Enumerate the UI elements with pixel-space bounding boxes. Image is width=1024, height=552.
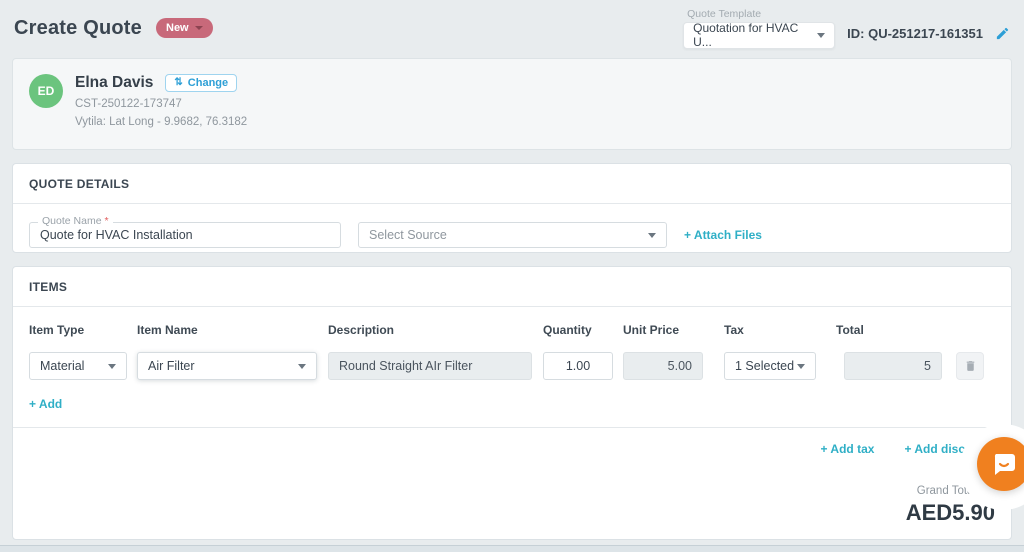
quote-template-label: Quote Template bbox=[687, 7, 762, 20]
create-quote-page: Create Quote New Quote Template Quotatio… bbox=[12, 0, 1012, 540]
change-button-label: Change bbox=[187, 77, 229, 89]
grand-total-value: AED5.90 bbox=[905, 500, 995, 525]
col-quantity: Quantity bbox=[543, 323, 592, 337]
item-name-select[interactable]: Air Filter bbox=[137, 352, 317, 380]
change-customer-button[interactable]: ⇅ Change bbox=[165, 74, 238, 92]
chat-bubble-icon bbox=[994, 454, 1015, 475]
col-unit-price: Unit Price bbox=[623, 323, 680, 337]
add-tax-link[interactable]: + Add tax bbox=[820, 442, 875, 456]
source-select-placeholder: Select Source bbox=[369, 228, 447, 242]
quote-template-value: Quotation for HVAC U... bbox=[693, 21, 799, 49]
item-description-field: Round Straight AIr Filter bbox=[328, 352, 532, 380]
chevron-down-icon bbox=[817, 32, 826, 38]
items-card: ITEMS Item Type Item Name Description Qu… bbox=[12, 266, 1012, 540]
grand-total-label: Grand Total bbox=[916, 484, 976, 497]
status-badge-label: New bbox=[166, 22, 189, 34]
source-select[interactable]: Select Source bbox=[358, 222, 667, 248]
col-item-name: Item Name bbox=[137, 323, 198, 337]
avatar: ED bbox=[29, 74, 63, 108]
chevron-down-icon bbox=[648, 232, 656, 238]
quote-details-card: QUOTE DETAILS Quote Name * Select Source… bbox=[12, 163, 1012, 253]
trash-icon bbox=[966, 361, 974, 371]
page-title: Create Quote bbox=[14, 16, 142, 39]
tax-select[interactable]: 1 Selected bbox=[724, 352, 816, 380]
chevron-down-icon bbox=[298, 363, 306, 369]
swap-icon: ⇅ bbox=[174, 77, 183, 88]
delete-row-button[interactable] bbox=[956, 352, 984, 380]
attach-files-link[interactable]: + Attach Files bbox=[684, 228, 762, 242]
chat-widget-button[interactable] bbox=[977, 437, 1024, 491]
edit-pencil-icon[interactable] bbox=[995, 26, 1010, 41]
chevron-down-icon bbox=[194, 26, 203, 30]
items-title: ITEMS bbox=[29, 280, 68, 294]
row-total-field: 5 bbox=[844, 352, 942, 380]
customer-name: Elna Davis bbox=[75, 74, 154, 91]
col-tax: Tax bbox=[724, 323, 744, 337]
chevron-down-icon bbox=[797, 363, 805, 369]
customer-location: Vytila: Lat Long - 9.9682, 76.3182 bbox=[75, 116, 248, 128]
unit-price-field: 5.00 bbox=[623, 352, 703, 380]
table-row: Material Air Filter Round Straight AIr F… bbox=[13, 349, 1011, 383]
bottom-edge bbox=[0, 545, 1024, 552]
customer-code: CST-250122-173747 bbox=[75, 98, 182, 110]
quantity-input[interactable] bbox=[543, 352, 613, 380]
customer-card: ED Elna Davis ⇅ Change CST-250122-173747… bbox=[12, 58, 1012, 150]
items-table-header: Item Type Item Name Description Quantity… bbox=[13, 307, 1011, 349]
status-badge[interactable]: New bbox=[156, 18, 213, 38]
quote-name-label: Quote Name * bbox=[38, 215, 113, 227]
required-asterisk: * bbox=[104, 215, 109, 227]
quote-template-select[interactable]: Quotation for HVAC U... bbox=[683, 21, 836, 49]
divider bbox=[13, 427, 1011, 428]
quote-id: ID: QU-251217-161351 bbox=[847, 25, 983, 41]
topbar: Create Quote New Quote Template Quotatio… bbox=[12, 0, 1012, 56]
chevron-down-icon bbox=[108, 363, 116, 369]
quote-details-title: QUOTE DETAILS bbox=[29, 177, 130, 191]
col-item-type: Item Type bbox=[29, 323, 85, 337]
totals-section: + Add tax + Add discount Grand Total ? A… bbox=[13, 428, 1011, 539]
add-item-link[interactable]: + Add bbox=[29, 397, 63, 411]
col-total: Total bbox=[836, 323, 864, 337]
item-type-select[interactable]: Material bbox=[29, 352, 127, 380]
col-description: Description bbox=[328, 323, 395, 337]
